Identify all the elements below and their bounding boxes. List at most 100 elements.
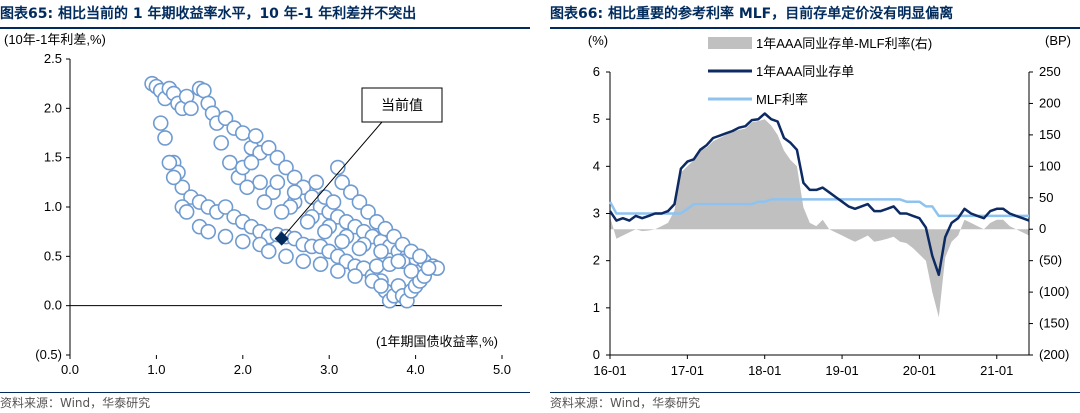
scatter-point	[278, 159, 294, 176]
x-tick-label: 5.0	[493, 362, 511, 377]
scatter-point	[360, 204, 376, 220]
right-source-rule	[550, 392, 1080, 393]
left-tick-label: 4	[593, 158, 600, 173]
y-tick-label: 2.5	[44, 51, 62, 66]
scatter-point	[390, 253, 407, 270]
left-source-note: 资料来源：Wind，华泰研究	[0, 396, 151, 410]
scatter-point	[308, 174, 325, 191]
current-value-marker	[274, 231, 289, 246]
scatter-point	[403, 263, 420, 279]
scatter-point	[286, 169, 303, 186]
scatter-point	[286, 184, 303, 200]
right-figure-title: 图表66: 相比重要的参考利率 MLF，目前存单定价没有明显偏离	[550, 6, 954, 22]
scatter-point	[217, 228, 234, 245]
left-tick-label: 6	[593, 64, 600, 79]
right-tick-label: 200	[1039, 95, 1061, 110]
scatter-point	[420, 260, 437, 276]
scatter-point	[213, 135, 229, 151]
scatter-point	[317, 223, 333, 240]
scatter-point	[217, 199, 234, 215]
scatter-point	[347, 268, 363, 284]
left-tick-label: 0	[593, 347, 600, 362]
scatter-point	[334, 233, 350, 250]
y-tick-label: (0.5)	[35, 347, 62, 362]
y-axis-title: (10年-1年利差,%)	[4, 32, 106, 47]
scatter-point	[217, 110, 234, 126]
x-axis-title: (1年期国债收益率,%)	[376, 334, 498, 349]
y-tick-label: 2.0	[44, 100, 62, 115]
scatter-point	[312, 256, 329, 273]
scatter-point	[269, 174, 286, 191]
x-tick-label: 21-01	[980, 363, 1013, 378]
scatter-point	[278, 248, 294, 265]
scatter-point	[295, 253, 312, 270]
scatter-point	[252, 174, 268, 191]
left-chart-panel: 图表65: 相比当前的 1 年期收益率水平，10 年-1 年利差并不突出 2.5…	[0, 0, 530, 413]
right-chart-panel: 图表66: 相比重要的参考利率 MLF，目前存单定价没有明显偏离 (%) (BP)…	[550, 0, 1080, 413]
x-tick-label: 0.0	[61, 362, 79, 377]
scatter-point	[178, 204, 195, 220]
scatter-point	[196, 82, 212, 99]
scatter-point	[330, 263, 346, 279]
right-tick-label: (50)	[1039, 253, 1062, 268]
spread-area	[610, 119, 1029, 318]
scatter-point	[152, 115, 169, 131]
x-tick-label: 17-01	[671, 363, 704, 378]
right-tick-label: (200)	[1039, 347, 1069, 362]
scatter-point	[373, 278, 389, 294]
right-tick-label: 250	[1039, 64, 1061, 79]
scatter-point	[235, 233, 251, 250]
scatter-point	[161, 154, 178, 171]
scatter-point	[342, 184, 359, 200]
x-tick-label: 4.0	[407, 362, 425, 377]
callout-leader-line	[281, 121, 383, 239]
y-tick-label: 1.5	[44, 150, 62, 165]
x-tick-label: 3.0	[320, 362, 338, 377]
scatter-point	[174, 179, 191, 196]
scatter-point	[273, 204, 290, 220]
left-source-rule	[0, 392, 530, 393]
scatter-point	[351, 194, 368, 210]
right-tick-label: (150)	[1039, 316, 1069, 331]
scatter-point	[351, 240, 368, 257]
scatter-chart: 2.52.01.51.00.50.0(0.5)0.0 1.0 2.0 3.0 4.0 5.…	[4, 32, 511, 377]
y-tick-label: 0.0	[44, 298, 62, 313]
left-axis-title: (%)	[588, 33, 608, 48]
x-tick-label: 1.0	[147, 362, 165, 377]
right-tick-label: 50	[1039, 190, 1053, 205]
scatter-point	[222, 154, 238, 171]
x-tick-label: 20-01	[903, 363, 936, 378]
legend-label: MLF利率	[756, 92, 808, 107]
scatter-point	[165, 169, 182, 186]
left-tick-label: 5	[593, 111, 600, 126]
scatter-point	[368, 258, 385, 275]
scatter-point	[260, 140, 277, 156]
scatter-point	[330, 159, 346, 176]
right-tick-label: (100)	[1039, 284, 1069, 299]
left-tick-label: 2	[593, 253, 600, 268]
scatter-point	[200, 223, 217, 240]
legend-label: 1年AAA同业存单-MLF利率(右)	[756, 36, 932, 51]
scatter-point	[412, 248, 428, 265]
y-tick-label: 1.0	[44, 199, 62, 214]
y-tick-label: 0.5	[44, 248, 62, 263]
scatter-point	[247, 128, 264, 144]
scatter-point	[334, 174, 350, 191]
left-figure-title: 图表65: 相比当前的 1 年期收益率水平，10 年-1 年利差并不突出	[0, 6, 417, 22]
x-tick-label: 18-01	[748, 363, 781, 378]
scatter-point	[373, 243, 389, 260]
right-axis-title: (BP)	[1045, 33, 1071, 48]
ncd-line	[608, 112, 1030, 277]
scatter-point	[256, 194, 273, 210]
scatter-point	[325, 194, 342, 210]
left-title-rule	[0, 27, 530, 29]
x-tick-label: 16-01	[593, 363, 626, 378]
scatter-point	[243, 154, 260, 171]
x-tick-label: 19-01	[825, 363, 858, 378]
scatter-point	[157, 130, 173, 146]
legend-label: 1年AAA同业存单	[756, 64, 854, 79]
ncd-mlf-chart: (%) (BP) 0 1 2 3 4 5 6 250 200 150 100 50 0 (50) (100) (1…	[588, 33, 1071, 378]
scatter-point	[299, 214, 316, 230]
callout-label: 当前值	[381, 97, 423, 113]
right-source-note: 资料来源：Wind，华泰研究	[550, 396, 701, 410]
